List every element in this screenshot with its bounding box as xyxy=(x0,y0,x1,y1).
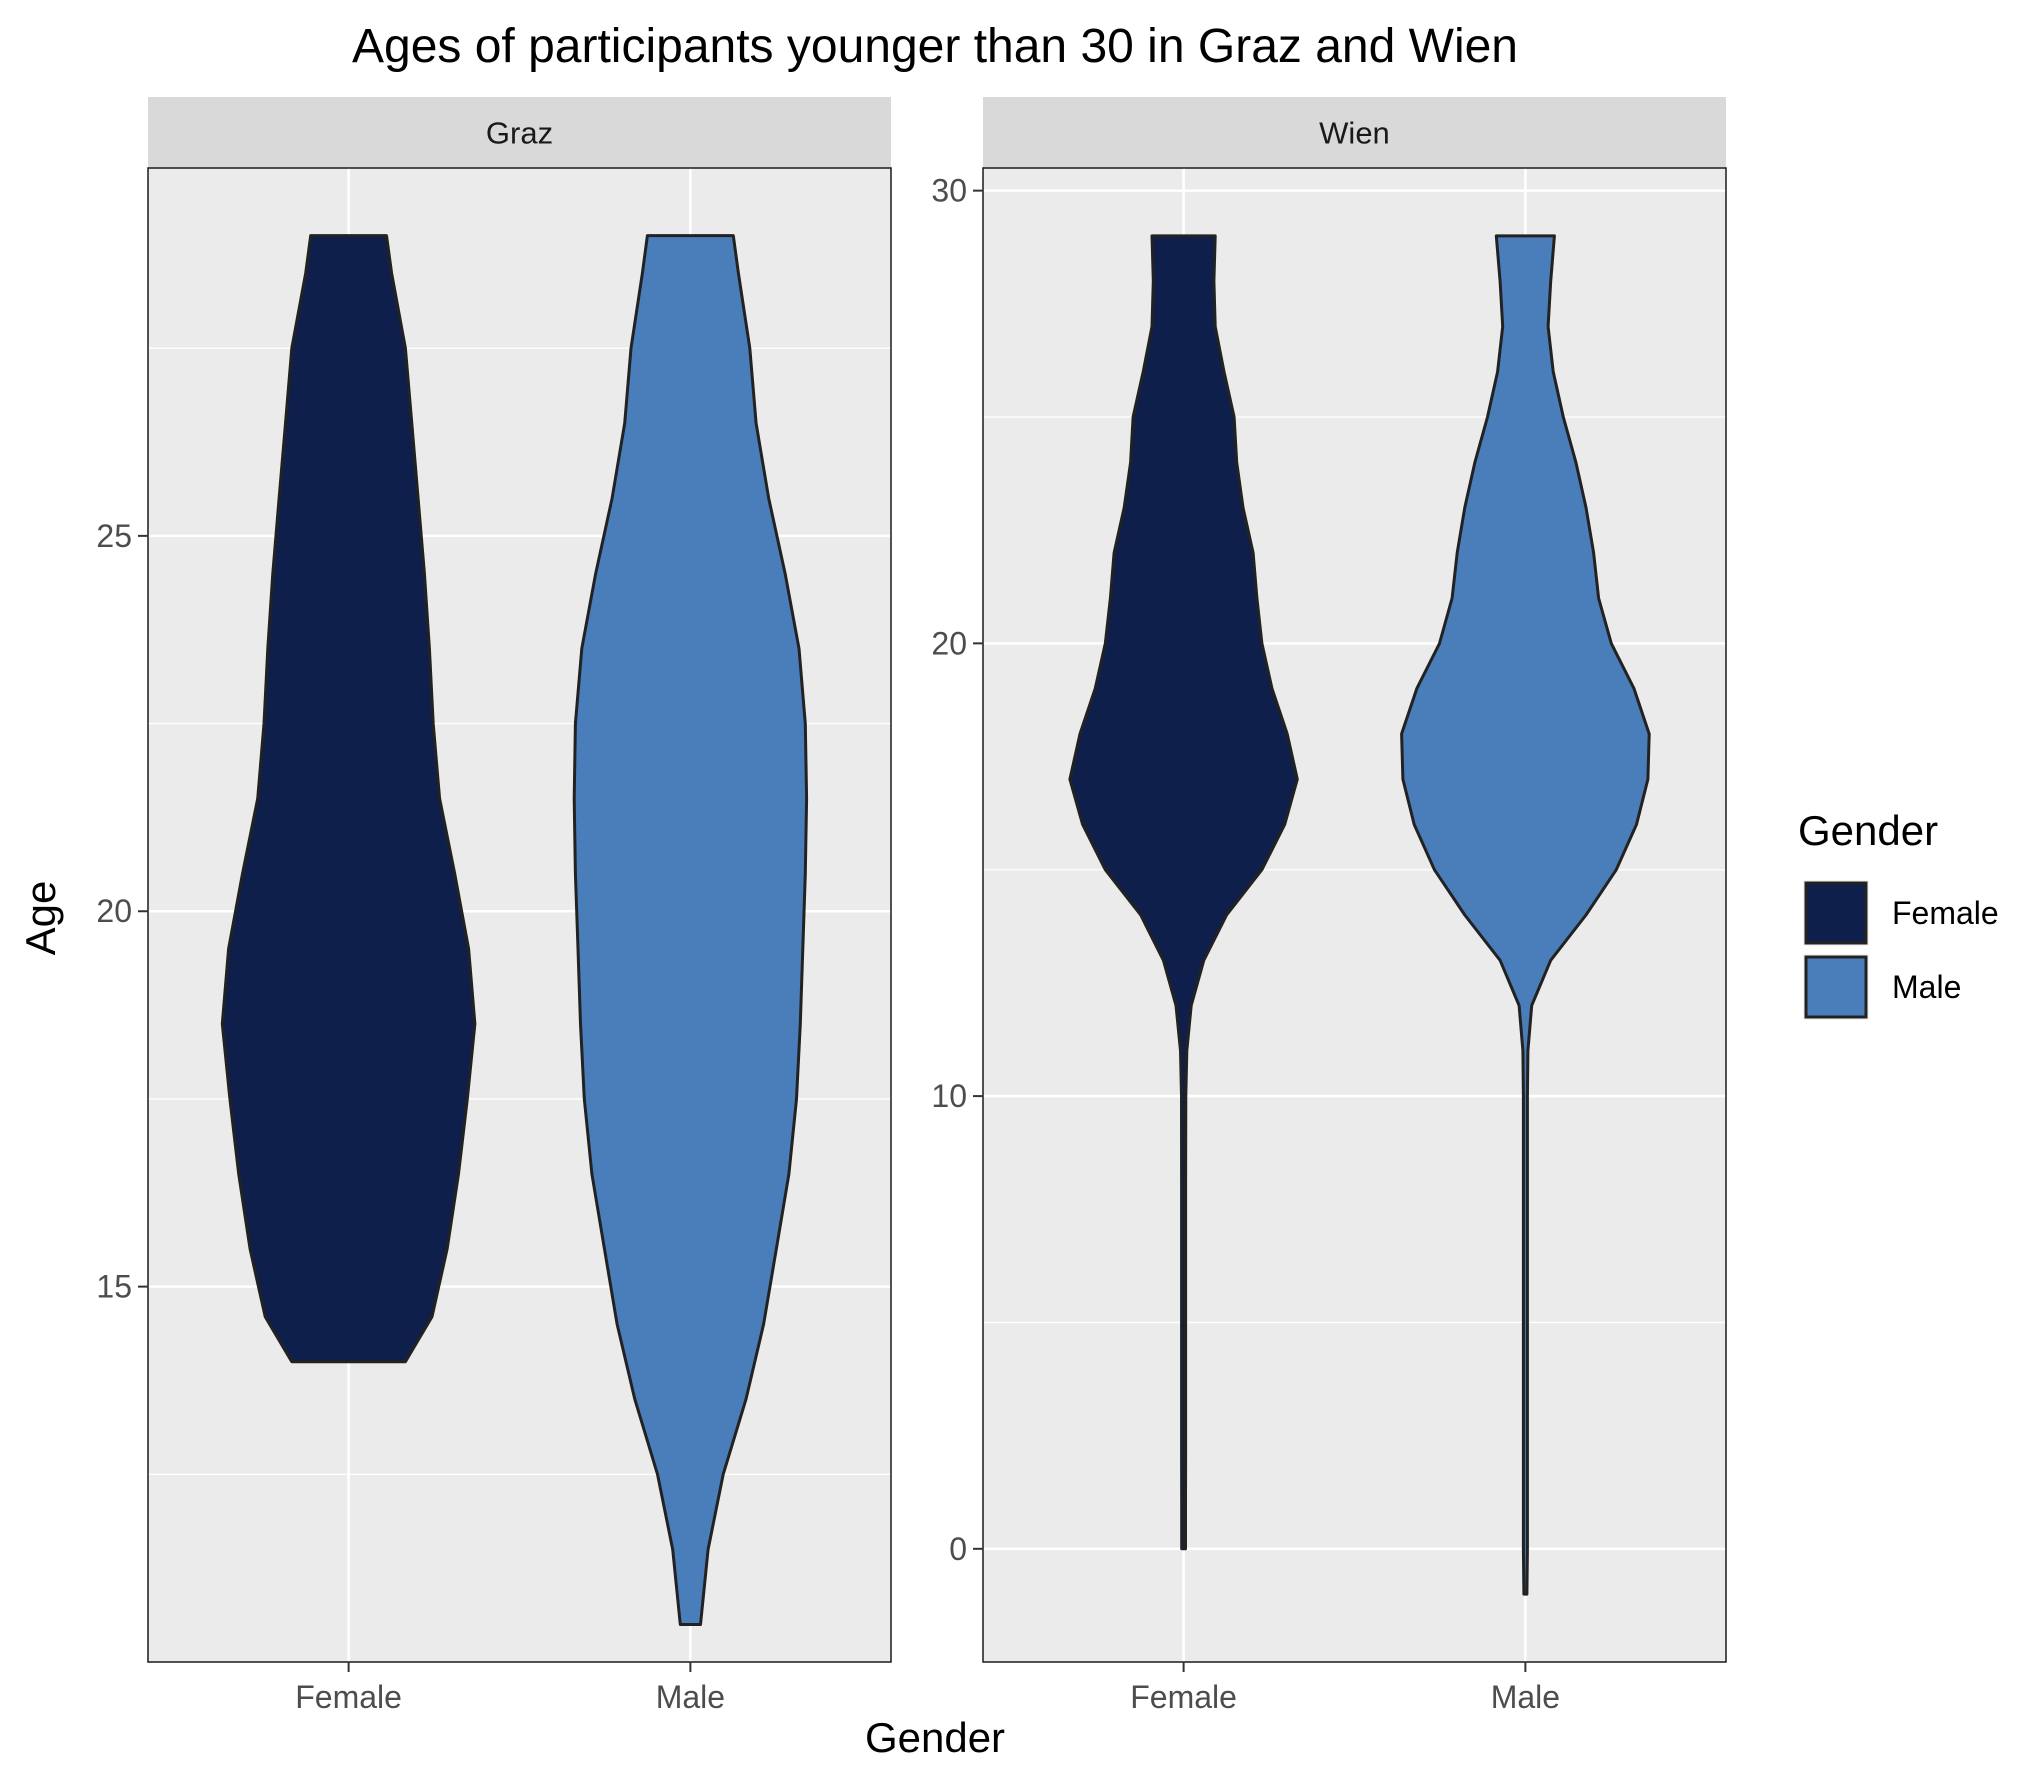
facet-strip xyxy=(983,97,1726,168)
x-tick-label: Female xyxy=(295,1679,402,1715)
violin-female xyxy=(1068,234,1299,1551)
legend-swatch-male xyxy=(1804,955,1868,1019)
y-tick-label: 25 xyxy=(96,518,132,554)
legend-label-female: Female xyxy=(1892,895,1999,931)
legend: Gender Female Male xyxy=(1798,807,1999,1020)
x-tick-label: Male xyxy=(1491,1679,1560,1715)
legend-swatch-female xyxy=(1804,881,1868,945)
facet-panel-graz: Graz 15 20 25 Female Male xyxy=(96,97,892,1715)
y-tick-label: 20 xyxy=(931,625,967,661)
x-axis-title: Gender xyxy=(865,1714,1005,1761)
y-tick-label: 15 xyxy=(96,1269,132,1305)
legend-entries: Female Male xyxy=(1803,880,1999,1020)
y-tick-label: 10 xyxy=(931,1078,967,1114)
violin-female xyxy=(220,234,477,1364)
y-tick-label: 20 xyxy=(96,893,132,929)
chart-title: Ages of participants younger than 30 in … xyxy=(352,20,1518,73)
panel-border xyxy=(147,167,892,1663)
panel-border xyxy=(982,167,1727,1663)
facet-panel-wien: Wien 0 10 20 30 Female Male xyxy=(931,97,1727,1715)
x-tick-label: Female xyxy=(1130,1679,1237,1715)
y-tick-label: 0 xyxy=(949,1531,967,1567)
facet-strip-label: Wien xyxy=(1319,116,1390,151)
panel-background xyxy=(983,168,1726,1662)
facet-panels: Graz 15 20 25 Female Male Wien 0 10 20 30 Female Mal… xyxy=(96,97,1727,1715)
legend-label-male: Male xyxy=(1892,969,1961,1005)
facet-strip xyxy=(148,97,891,168)
violin-male xyxy=(1400,234,1651,1596)
y-axis-title: Age xyxy=(17,881,64,956)
y-tick-label: 30 xyxy=(931,173,967,209)
violin-male xyxy=(572,234,809,1626)
x-tick-label: Male xyxy=(656,1679,725,1715)
legend-title: Gender xyxy=(1798,807,1938,854)
facet-strip-label: Graz xyxy=(486,116,553,151)
